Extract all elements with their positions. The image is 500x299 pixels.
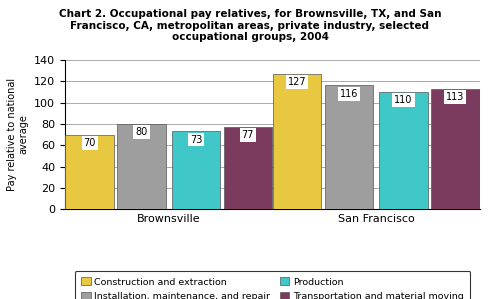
Bar	[380, 92, 428, 209]
Bar	[118, 124, 166, 209]
Text: 116: 116	[340, 89, 358, 99]
Bar	[66, 135, 114, 209]
Bar	[431, 89, 480, 209]
Text: 77: 77	[242, 130, 254, 140]
Text: 110: 110	[394, 95, 412, 105]
Text: 127: 127	[288, 77, 306, 87]
Text: 80: 80	[136, 127, 147, 137]
Text: Chart 2. Occupational pay relatives, for Brownsville, TX, and San
Francisco, CA,: Chart 2. Occupational pay relatives, for…	[59, 9, 442, 42]
Bar	[172, 131, 220, 209]
Bar	[224, 127, 272, 209]
Bar	[273, 74, 322, 209]
Bar	[325, 86, 373, 209]
Text: 73: 73	[190, 135, 202, 144]
Y-axis label: Pay relative to national
average: Pay relative to national average	[7, 78, 28, 191]
Legend: Construction and extraction, Installation, maintenance, and repair, Production, : Construction and extraction, Installatio…	[74, 271, 470, 299]
Text: 113: 113	[446, 92, 464, 102]
Text: 70: 70	[84, 138, 96, 148]
